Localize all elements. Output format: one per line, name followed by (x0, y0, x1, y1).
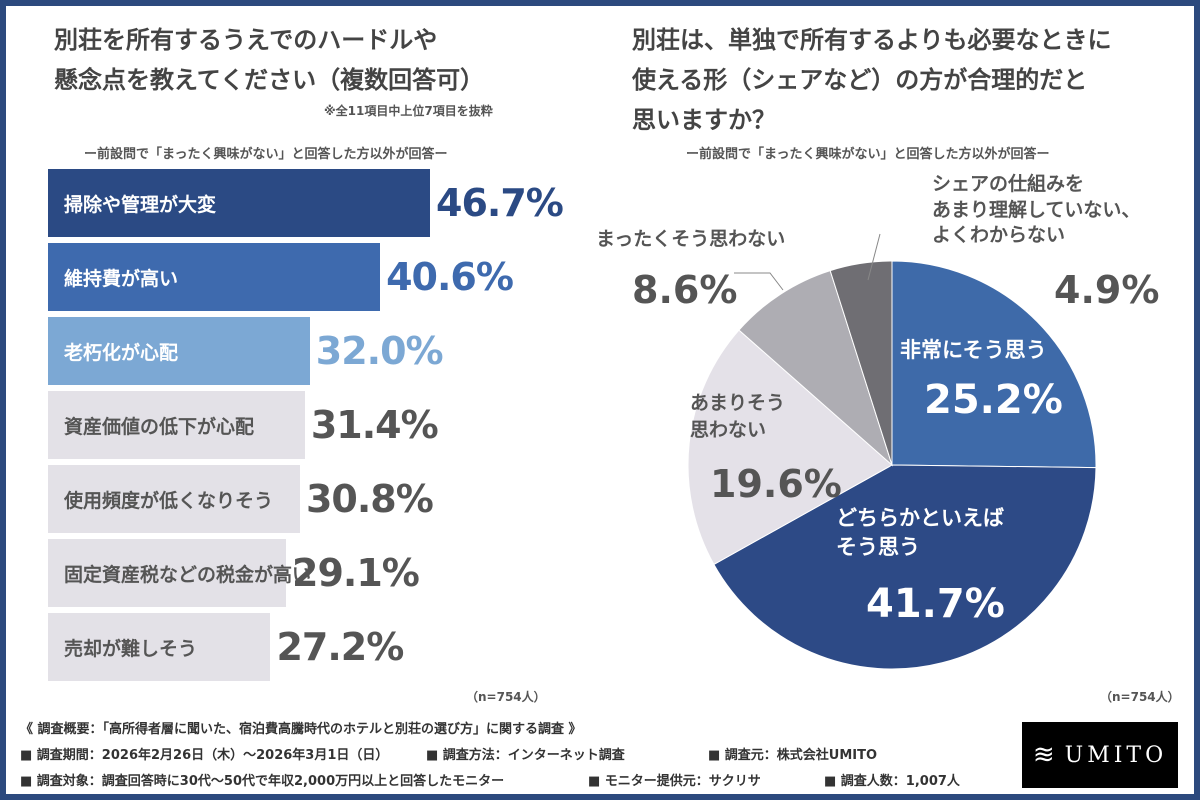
wave-icon: ≋ (1032, 740, 1059, 770)
bar-value-label: 31.4% (310, 403, 439, 447)
pie-label-s2: あまりそう 思わない (690, 392, 786, 441)
bar-label: 掃除や管理が大変 (64, 193, 217, 216)
title-line: 別荘は、単独で所有するよりも必要なときに (632, 26, 1112, 54)
pie-label-s0: 非常にそう思う (900, 338, 1047, 362)
pie-value-s4: 4.9% (1054, 268, 1160, 312)
infographic: 別荘を所有するうえでのハードルや 懸念点を教えてください（複数回答可） ※全11… (6, 6, 1194, 794)
pie-value-s1: 41.7% (866, 581, 1005, 627)
pie-label-s4: シェアの仕組みを あまり理解していない、 よくわからない (932, 173, 1141, 247)
bar-value-label: 30.8% (305, 477, 434, 521)
bar-label: 固定資産税などの税金が高い (64, 563, 312, 586)
bar: 売却が難しそう 27.2% (48, 613, 404, 681)
survey-source: ■ 調査元：株式会社UMITO (708, 748, 878, 763)
pie-label-s3: まったくそう思わない (596, 228, 786, 250)
pie-slice (713, 464, 1097, 670)
pie-slice (829, 260, 893, 466)
survey-period: ■ 調査期間：2026年2月26日（木）～2026年3月1日（日） (20, 748, 389, 763)
bar: 掃除や管理が大変 46.7% (48, 169, 564, 237)
pie-slice (738, 269, 894, 467)
bar-label: 維持費が高い (64, 267, 179, 290)
survey-summary: 《 調査概要：「高所得者層に聞いた、宿泊費高騰時代のホテルと別荘の選び方」に関す… (20, 722, 582, 737)
survey-method: ■ 調査方法：インターネット調査 (426, 748, 625, 763)
pie-value-s0: 25.2% (924, 377, 1063, 423)
bar: 維持費が高い 40.6% (48, 243, 514, 311)
title-line: 懸念点を教えてください（複数回答可） (54, 66, 485, 94)
umito-logo: ≋ UMITO (1022, 722, 1178, 788)
bar-value-label: 29.1% (292, 551, 420, 595)
bar-chart-note: ※全11項目中上位7項目を抜粋 (324, 104, 493, 118)
bar-chart-subtitle: ー前設問で「まったく興味がない」と回答した方以外が回答ー (84, 147, 448, 162)
bar-chart-sample-size: （n=754人） (466, 690, 546, 704)
pie-chart-title: 別荘は、単独で所有するよりも必要なときに 使える形（シェアなど）の方が合理的だと… (632, 20, 1112, 140)
title-line: 別荘を所有するうえでのハードルや (54, 26, 438, 54)
bar-value-label: 46.7% (436, 181, 564, 225)
leader-line (734, 272, 784, 291)
pie-value-s3: 8.6% (632, 268, 738, 312)
bar-value-label: 27.2% (276, 625, 404, 669)
pie-value-s2: 19.6% (710, 462, 842, 506)
bar: 固定資産税などの税金が高い 29.1% (48, 539, 420, 607)
bar: 資産価値の低下が心配 31.4% (48, 391, 439, 459)
pie-slice (891, 260, 1097, 469)
bar: 使用頻度が低くなりそう 30.8% (48, 465, 434, 533)
respondent-count: ■ 調査人数：1,007人 (824, 774, 960, 789)
bar-chart-title: 別荘を所有するうえでのハードルや 懸念点を教えてください（複数回答可） (54, 20, 484, 100)
pie-chart-sample-size: （n=754人） (1100, 690, 1180, 704)
bar-label: 売却が難しそう (64, 637, 198, 660)
bar-label: 老朽化が心配 (64, 341, 179, 364)
bar-label: 資産価値の低下が心配 (64, 415, 255, 438)
bar-value-label: 40.6% (386, 255, 514, 299)
monitor-provider: ■ モニター提供元：サクリサ (588, 774, 761, 789)
bar: 老朽化が心配 32.0% (48, 317, 444, 385)
pie-slice (687, 329, 893, 566)
title-line: 使える形（シェアなど）の方が合理的だと (632, 66, 1088, 94)
survey-target: ■ 調査対象：調査回答時に30代～50代で年収2,000万円以上と回答したモニタ… (20, 774, 505, 789)
pie-chart (687, 233, 1097, 670)
bar-label: 使用頻度が低くなりそう (64, 489, 274, 512)
leader-line (867, 233, 881, 281)
pie-label-s1: どちらかといえば そう思う (836, 506, 1004, 560)
bar-value-label: 32.0% (315, 329, 444, 373)
pie-chart-subtitle: ー前設問で「まったく興味がない」と回答した方以外が回答ー (686, 147, 1050, 162)
title-line: 思いますか？ (632, 106, 776, 134)
